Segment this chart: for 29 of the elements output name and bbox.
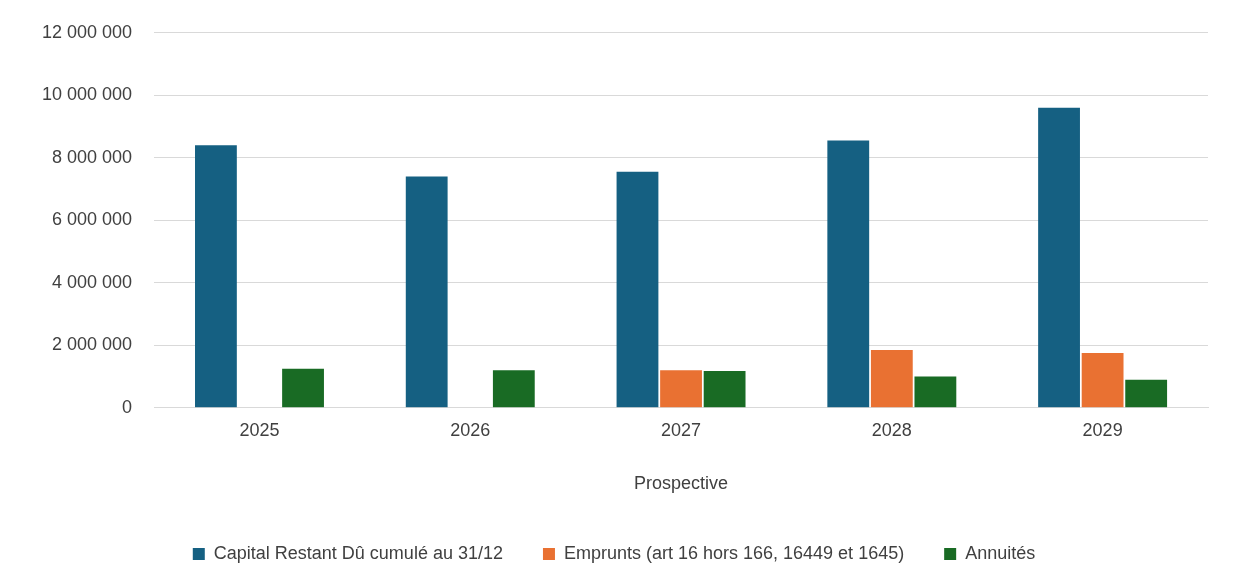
x-tick-label: 2025: [239, 419, 280, 440]
bar: [616, 171, 659, 408]
x-tick-label: 2028: [871, 419, 912, 440]
bar: [492, 370, 535, 408]
bar: [914, 376, 957, 408]
x-tick-label: 2027: [661, 419, 702, 440]
legend-label: Capital Restant Dû cumulé au 31/12: [213, 542, 503, 563]
bar: [195, 145, 237, 408]
legend-label: Emprunts (art 16 hors 166, 16449 et 1645): [563, 542, 905, 563]
bar: [660, 370, 702, 408]
bar: [703, 370, 746, 408]
legend-label: Annuités: [965, 542, 1036, 563]
y-tick-label: 8 000 000: [52, 146, 133, 167]
y-tick-label: 4 000 000: [52, 271, 133, 292]
x-tick-label: 2026: [450, 419, 491, 440]
y-tick-label: 2 000 000: [52, 334, 133, 355]
x-tick-label: 2029: [1082, 419, 1123, 440]
y-tick-label: 12 000 000: [41, 21, 133, 42]
bar: [282, 368, 324, 408]
y-tick-label: 6 000 000: [52, 209, 133, 230]
bar: [1081, 353, 1124, 408]
y-tick-label: 0: [122, 396, 133, 417]
bar: [1038, 107, 1080, 408]
bar: [870, 349, 913, 408]
bar: [405, 176, 448, 408]
y-tick-label: 10 000 000: [41, 84, 133, 105]
bar: [1125, 379, 1168, 408]
bar: [827, 140, 870, 408]
x-axis-title: Prospective: [634, 473, 729, 494]
